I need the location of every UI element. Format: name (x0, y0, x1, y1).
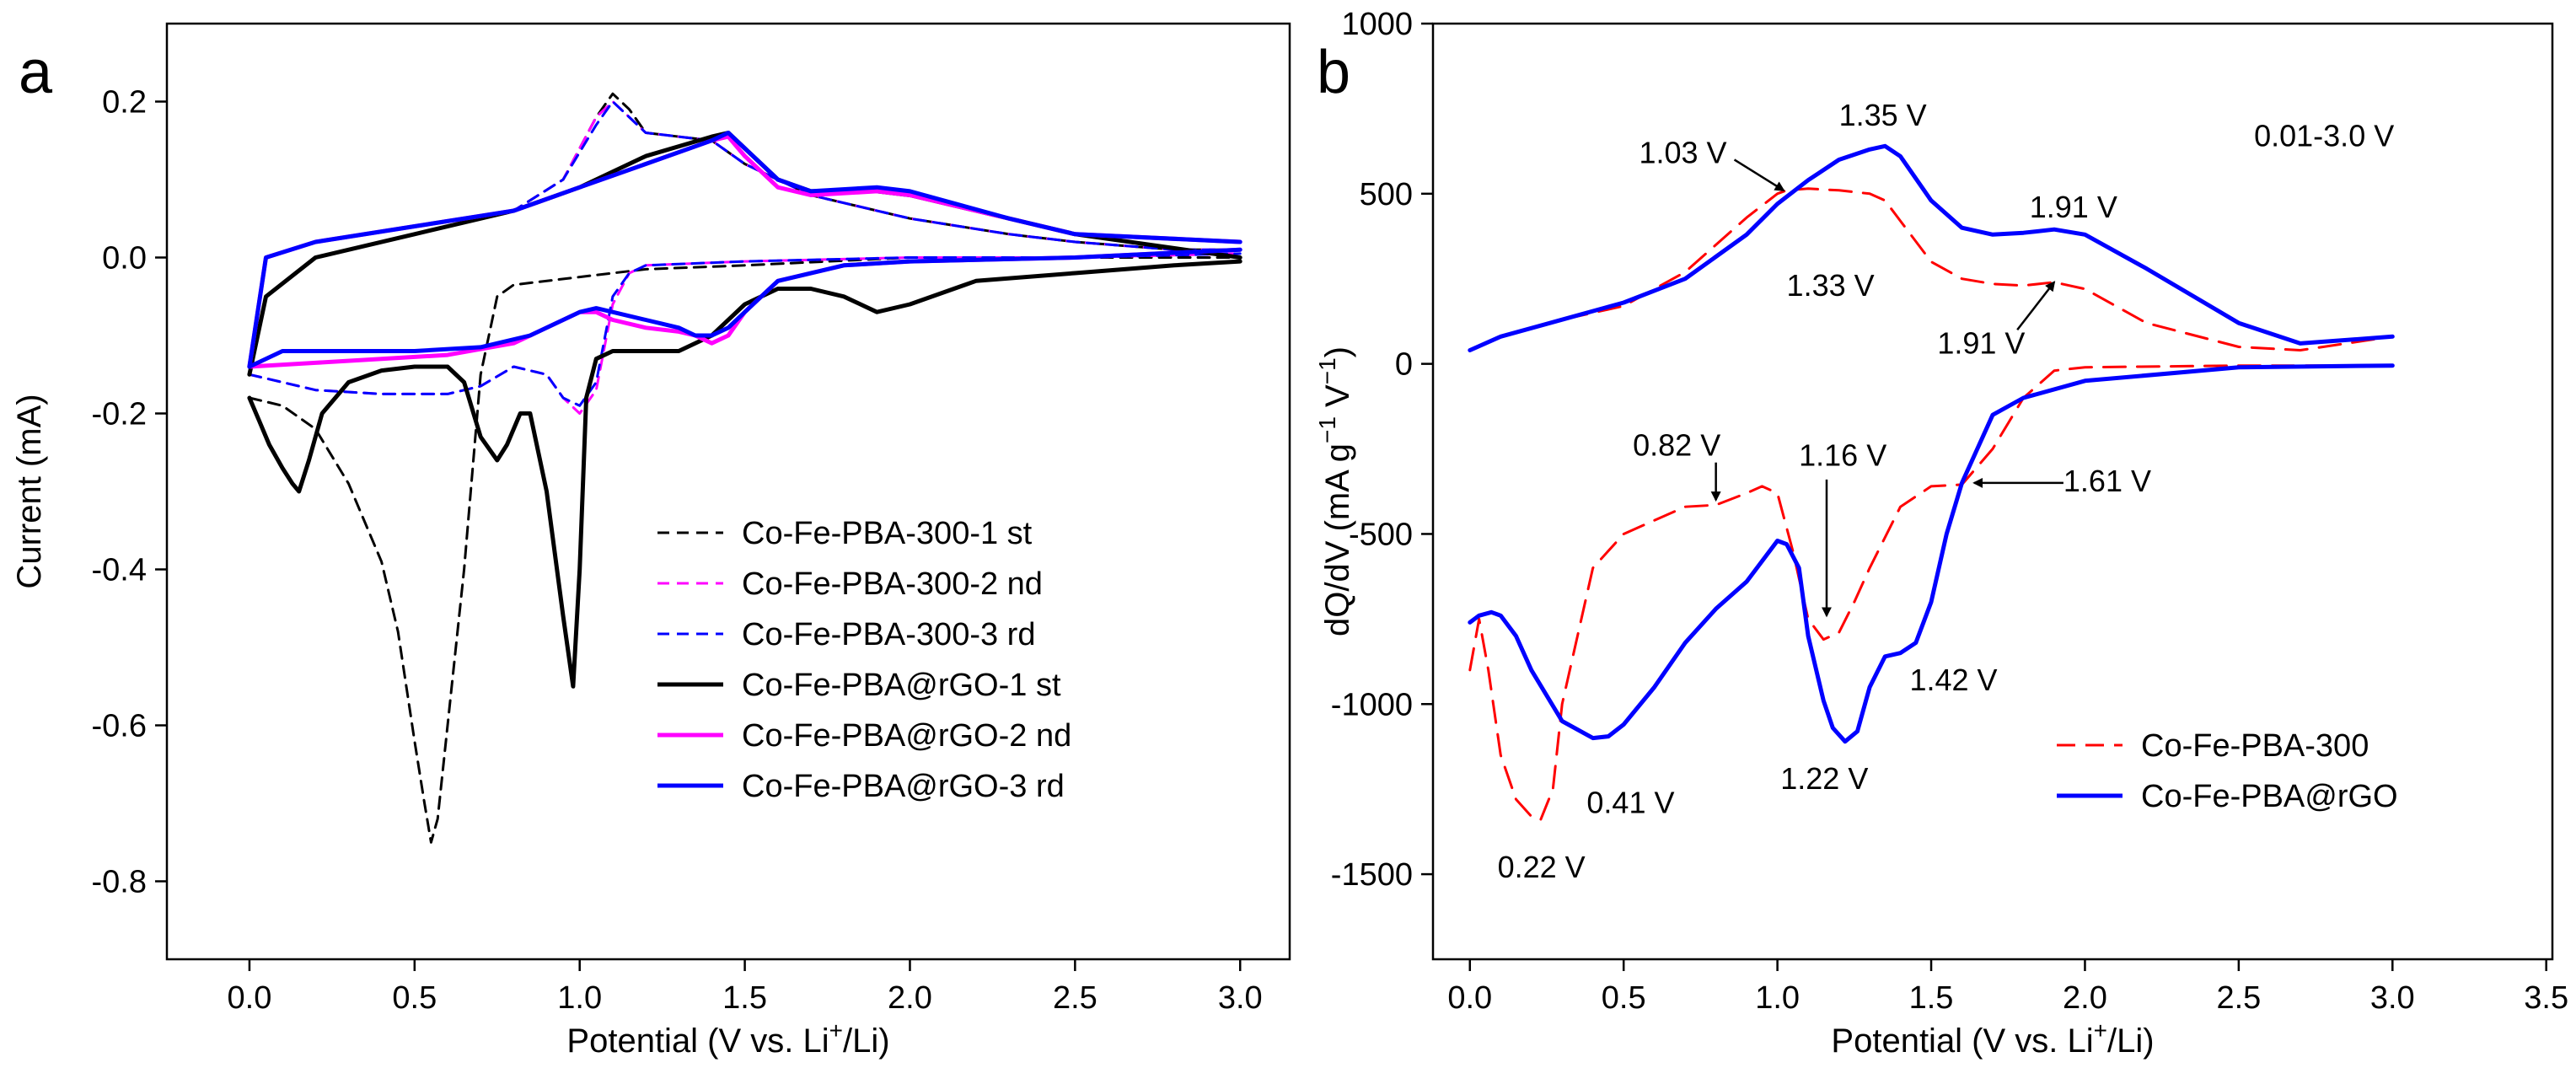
x-tick-label: 0.5 (392, 980, 437, 1016)
annotation-label: 0.82 V (1633, 428, 1720, 463)
annotation-label: 0.41 V (1586, 785, 1674, 819)
x-tick-label: 0.0 (1447, 980, 1492, 1016)
y-axis-label-tail: ) (1319, 346, 1356, 357)
panel-a: 0.0 0.5 1.0 1.5 2.0 2.5 3.0 0.2 0.0 -0.2 -0.4 -0.6 -… (11, 22, 1291, 1060)
x-tick-label: 3.0 (2370, 980, 2415, 1016)
y-tick-label: -500 (1349, 517, 1413, 552)
x-axis-label: Potential (V vs. Li+/Li) (1831, 1017, 2154, 1060)
series-2 (1468, 143, 2395, 744)
annotation-arrow (2016, 281, 2056, 331)
x-tick-label: 1.5 (1909, 980, 1954, 1016)
series-line-anodic (1468, 143, 2395, 352)
annotation-arrow (1733, 158, 1785, 191)
x-tick-label: 2.0 (2063, 980, 2107, 1016)
y-tick-label: -0.6 (92, 709, 147, 744)
x-tick-label: 0.5 (1602, 980, 1646, 1016)
y-axis-label: dQ/dV (mA g−1 V−1) (1314, 346, 1356, 636)
x-tick-label: 3.5 (2524, 980, 2568, 1016)
annotation-label: 1.91 V (2030, 190, 2117, 224)
y-tick-label: 0.0 (102, 241, 147, 276)
series-line-anodic (247, 134, 1242, 369)
legend-label: Co-Fe-PBA@rGO-3 rd (742, 769, 1065, 804)
x-tick-label: 1.5 (722, 980, 767, 1016)
y-axis-label-sup1: −1 (1314, 416, 1340, 443)
annotation-label: 1.16 V (1799, 438, 1886, 473)
x-axis-label-tail: /Li) (2107, 1022, 2155, 1060)
x-axis-label-main: Potential (V vs. Li (1831, 1022, 2093, 1060)
x-tick-label: 1.0 (1755, 980, 1800, 1016)
y-axis-label-main: dQ/dV (mA g (1319, 443, 1356, 636)
y-tick-label: -0.4 (92, 553, 147, 588)
x-tick-label: 1.0 (557, 980, 602, 1016)
series-line-cathodic (248, 252, 1242, 415)
x-axis-label-tail: /Li) (843, 1022, 890, 1060)
range-note: 0.01-3.0 V (2254, 118, 2394, 153)
legend-label: Co-Fe-PBA@rGO-1 st (742, 668, 1061, 703)
annotation-label: 1.42 V (1909, 663, 1997, 697)
annotation-label: 1.22 V (1780, 761, 1868, 796)
series-line-cathodic (248, 256, 1242, 844)
series-line-anodic (247, 131, 1242, 377)
x-axis-label: Potential (V vs. Li+/Li) (566, 1017, 889, 1060)
series-line-cathodic (248, 252, 1242, 407)
y-tick-label: 500 (1360, 177, 1413, 212)
legend-label: Co-Fe-PBA@rGO (2141, 779, 2398, 814)
y-tick-label: 0.2 (102, 85, 147, 121)
annotation-label: 1.33 V (1787, 268, 1875, 303)
y-axis-label-sup2: −1 (1314, 357, 1340, 384)
series-4 (247, 131, 1242, 689)
plot-frame (1431, 22, 2554, 961)
series-6 (247, 131, 1242, 369)
annotation-label: 1.61 V (2063, 464, 2151, 498)
legend-label: Co-Fe-PBA-300-2 nd (742, 566, 1043, 602)
series-line-cathodic (1468, 363, 2395, 744)
legend-label: Co-Fe-PBA@rGO-2 nd (742, 718, 1071, 754)
x-axis-label-sup: + (829, 1017, 843, 1044)
y-tick-label: -0.8 (92, 865, 147, 900)
series-line-anodic (1468, 187, 2394, 352)
x-tick-label: 3.0 (1218, 980, 1263, 1016)
panel-b: 0.0 0.5 1.0 1.5 2.0 2.5 3.0 3.5 1000 500 0 -500 -100… (1314, 7, 2568, 1060)
series-line-cathodic (247, 259, 1242, 689)
panel-label: b (1317, 39, 1350, 106)
panel-label: a (19, 39, 53, 106)
series-line-cathodic (1468, 364, 2394, 821)
x-tick-label: 2.5 (1053, 980, 1097, 1016)
series-line-cathodic (247, 247, 1242, 369)
annotation-label: 1.91 V (1937, 326, 2025, 361)
y-tick-label: -1500 (1331, 857, 1413, 893)
y-axis-label-mid: V (1319, 384, 1356, 416)
plot-frame (165, 22, 1291, 961)
y-tick-label: -1000 (1331, 687, 1413, 722)
x-axis-label-main: Potential (V vs. Li (566, 1022, 829, 1060)
y-tick-label: -0.2 (92, 397, 147, 432)
series-line-anodic (247, 131, 1242, 369)
legend-label: Co-Fe-PBA-300-3 rd (742, 617, 1035, 652)
y-axis-label: Current (mA) (11, 394, 48, 588)
y-tick-label: 0 (1395, 347, 1413, 383)
x-tick-label: 2.5 (2216, 980, 2261, 1016)
annotation-label: 1.03 V (1639, 135, 1726, 169)
x-tick-label: 2.0 (888, 980, 932, 1016)
y-tick-label: 1000 (1341, 7, 1413, 42)
annotation-label: 1.35 V (1839, 98, 1927, 132)
annotation-label: 0.22 V (1498, 850, 1586, 884)
x-axis-label-sup: + (2094, 1017, 2107, 1044)
legend-label: Co-Fe-PBA-300-1 st (742, 516, 1033, 551)
legend-label: Co-Fe-PBA-300 (2141, 728, 2369, 764)
series-1 (1468, 187, 2394, 821)
x-tick-label: 0.0 (228, 980, 272, 1016)
series-5 (247, 134, 1242, 369)
